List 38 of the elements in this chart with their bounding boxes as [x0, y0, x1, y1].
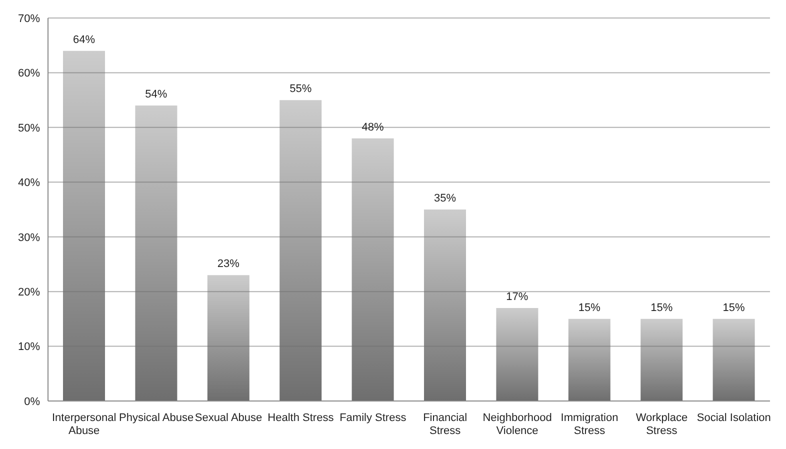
- y-tick-label: 60%: [18, 68, 40, 80]
- data-label: 54%: [145, 88, 168, 101]
- x-tick-label: Family Stress: [340, 412, 407, 424]
- x-tick-label: Health Stress: [268, 412, 334, 424]
- bar: [640, 318, 683, 401]
- bar: [63, 50, 105, 401]
- bar: [568, 318, 610, 401]
- x-tick-label: Financial Stress: [423, 412, 468, 437]
- data-label: 55%: [290, 83, 312, 96]
- y-tick-label: 30%: [18, 232, 40, 244]
- y-tick-label: 70%: [18, 12, 40, 25]
- data-label: 48%: [362, 121, 384, 134]
- bar: [352, 138, 394, 401]
- y-tick-label: 40%: [18, 177, 40, 190]
- y-tick-label: 0%: [24, 396, 40, 408]
- y-tick-label: 50%: [18, 122, 40, 134]
- bar: [424, 210, 466, 401]
- bar: [280, 100, 322, 401]
- x-tick-label: Physical Abuse: [118, 412, 194, 424]
- data-label: 35%: [434, 192, 456, 204]
- data-label: 15%: [650, 302, 673, 314]
- data-label: 17%: [506, 290, 528, 303]
- x-tick-label: Interpersonal Abuse: [52, 412, 116, 437]
- y-tick-label: 20%: [18, 286, 40, 298]
- bar: [207, 275, 250, 401]
- data-label: 23%: [217, 258, 240, 270]
- data-label: 15%: [722, 302, 746, 314]
- bar: [135, 106, 178, 401]
- bar: [712, 318, 755, 401]
- bar: [496, 308, 538, 401]
- data-label: 15%: [578, 302, 601, 314]
- data-label: 64%: [72, 34, 96, 46]
- x-tick-label: Workplace Stress: [636, 412, 688, 437]
- x-tick-label: Neighborhood Violence: [482, 412, 552, 437]
- x-tick-label: Immigration Stress: [560, 412, 618, 437]
- x-tick-label: Sexual Abuse: [194, 412, 262, 424]
- x-tick-label: Social Isolation: [696, 412, 771, 424]
- y-tick-label: 10%: [18, 341, 40, 354]
